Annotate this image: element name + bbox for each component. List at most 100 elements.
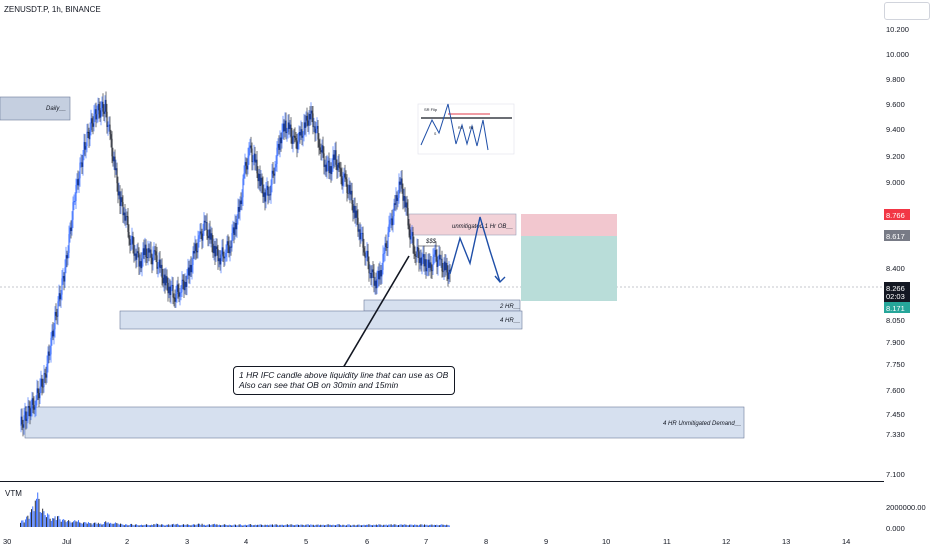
candle-body (260, 177, 262, 187)
candle-body (112, 156, 114, 162)
candle-body (203, 220, 205, 232)
time-axis[interactable]: 30 Jul 2 3 4 5 6 7 8 9 10 11 12 13 14 (3, 537, 850, 546)
candle-body (49, 354, 51, 356)
candle-body (270, 184, 272, 196)
volume-bar (160, 524, 162, 527)
top-right-control[interactable] (884, 2, 930, 20)
volume-bar (395, 524, 397, 527)
candle-body (30, 408, 32, 417)
inset-mark-r1: R1 (458, 126, 463, 130)
volume-bar (428, 524, 430, 527)
time-tick: 8 (484, 537, 488, 546)
volume-bar (60, 521, 62, 527)
candle-body (54, 312, 56, 330)
candle-body (317, 125, 319, 140)
candle-body (103, 111, 105, 114)
volume-bar (204, 524, 206, 527)
candle-body (86, 131, 88, 147)
candle-body (128, 232, 130, 240)
candle-body (336, 164, 338, 171)
volume-bar (230, 524, 231, 527)
candle-body (236, 219, 238, 230)
price-tick: 9.600 (886, 100, 905, 109)
candle-body (134, 253, 136, 256)
volume-bar (218, 524, 220, 527)
candle-body (198, 235, 200, 239)
candle-body (132, 236, 134, 245)
volume-bar (275, 524, 277, 527)
candle-body (95, 109, 97, 120)
volume-bar (284, 524, 286, 527)
volume-bar (369, 524, 371, 527)
candle-body (254, 153, 256, 163)
volume-bar (302, 524, 304, 527)
volume-bar (279, 524, 281, 527)
candle-body (376, 278, 378, 289)
candle-body (396, 195, 398, 201)
volume-bar (316, 524, 318, 527)
candle-body (434, 249, 436, 255)
candle-body (423, 254, 425, 267)
price-tick: 8.050 (886, 316, 905, 325)
volume-bar (236, 525, 238, 527)
candle-body (408, 225, 410, 230)
price-tick: 9.400 (886, 125, 905, 134)
candle-body (286, 131, 288, 134)
volume-bar (442, 524, 444, 527)
candle-body (422, 254, 424, 257)
volume-bar (319, 525, 320, 527)
volume-bar (443, 524, 445, 527)
candle-body (72, 202, 74, 220)
candle-body (94, 109, 96, 114)
volume-bar (189, 525, 191, 527)
volume-bar (274, 524, 276, 527)
candle-body (401, 178, 403, 189)
volume-bar (41, 512, 42, 527)
volume-bar (31, 509, 33, 527)
candle-body (232, 227, 234, 234)
volume-bar (252, 525, 254, 527)
volume-bar (341, 525, 343, 527)
candle-body (111, 138, 113, 157)
volume-bar (27, 515, 29, 527)
target-badge (884, 302, 910, 313)
candle-body (133, 244, 135, 256)
price-axis[interactable]: 10.200 10.000 9.800 9.600 9.400 9.200 9.… (884, 25, 926, 533)
candle-body (141, 258, 143, 269)
volume-bar (421, 524, 423, 527)
candle-body (298, 132, 300, 142)
candle-body (448, 269, 450, 280)
volume-bar (414, 524, 416, 527)
volume-bar (393, 524, 395, 527)
candle-body (443, 261, 445, 272)
candle-body (345, 177, 347, 180)
candle-body (234, 222, 236, 235)
four-hr-zone (119, 310, 523, 330)
volume-bar (340, 524, 341, 527)
volume-zero-tick: 0.000 (886, 524, 905, 533)
volume-bar (338, 524, 340, 527)
volume-bar (370, 525, 372, 527)
time-tick: 10 (602, 537, 610, 546)
volume-bar (75, 521, 77, 527)
candle-body (381, 269, 383, 277)
volume-bar (304, 525, 306, 527)
candle-body (135, 253, 137, 260)
volume-bar (53, 518, 55, 527)
candle-body (384, 243, 386, 254)
candle-body (164, 274, 166, 286)
candle-body (314, 126, 316, 134)
volume-bar (84, 522, 86, 527)
candle-body (392, 216, 394, 226)
volume-bar (50, 520, 52, 527)
candle-body (387, 232, 389, 248)
volume-bar (126, 524, 128, 527)
volume-bar (95, 522, 97, 527)
time-tick: 5 (304, 537, 308, 546)
symbol-title[interactable]: ZENUSDT.P, 1h, BINANCE (4, 5, 101, 14)
candle-body (136, 251, 138, 260)
candle-body (331, 166, 333, 175)
volume-bar (259, 524, 261, 527)
volume-bar (127, 525, 129, 527)
